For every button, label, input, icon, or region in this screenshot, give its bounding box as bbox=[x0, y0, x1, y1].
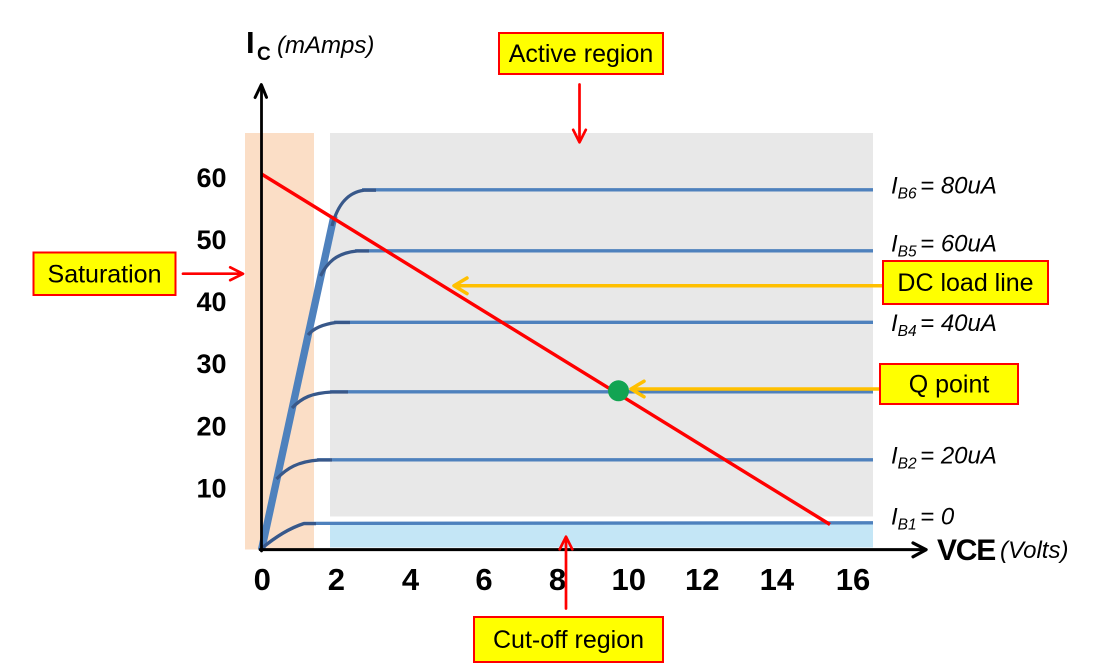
svg-text:50: 50 bbox=[196, 225, 226, 255]
svg-text:4: 4 bbox=[402, 562, 420, 597]
svg-text:Active region: Active region bbox=[509, 40, 654, 68]
svg-text:10: 10 bbox=[611, 562, 645, 597]
svg-text:(mAmps): (mAmps) bbox=[277, 32, 374, 59]
svg-text:I: I bbox=[246, 25, 255, 60]
svg-text:8: 8 bbox=[549, 562, 566, 597]
svg-text:2: 2 bbox=[328, 562, 345, 597]
svg-text:6: 6 bbox=[475, 562, 492, 597]
svg-text:Q point: Q point bbox=[909, 371, 990, 399]
svg-text:IB6= 80uA: IB6 = 80uA bbox=[891, 173, 997, 203]
svg-text:30: 30 bbox=[196, 349, 226, 379]
svg-text:Cut-off region: Cut-off region bbox=[493, 626, 644, 654]
svg-text:16: 16 bbox=[836, 562, 870, 597]
svg-text:DC load line: DC load line bbox=[897, 269, 1033, 297]
svg-text:C: C bbox=[257, 44, 271, 65]
svg-text:60: 60 bbox=[196, 163, 226, 193]
svg-text:VCE: VCE bbox=[937, 534, 995, 567]
svg-text:10: 10 bbox=[196, 473, 226, 503]
svg-text:Saturation: Saturation bbox=[48, 261, 162, 289]
svg-text:12: 12 bbox=[685, 562, 719, 597]
svg-text:20: 20 bbox=[196, 411, 226, 441]
svg-text:40: 40 bbox=[196, 287, 226, 317]
svg-text:14: 14 bbox=[760, 562, 795, 597]
svg-text:(Volts): (Volts) bbox=[1000, 537, 1068, 564]
svg-text:0: 0 bbox=[254, 562, 271, 597]
